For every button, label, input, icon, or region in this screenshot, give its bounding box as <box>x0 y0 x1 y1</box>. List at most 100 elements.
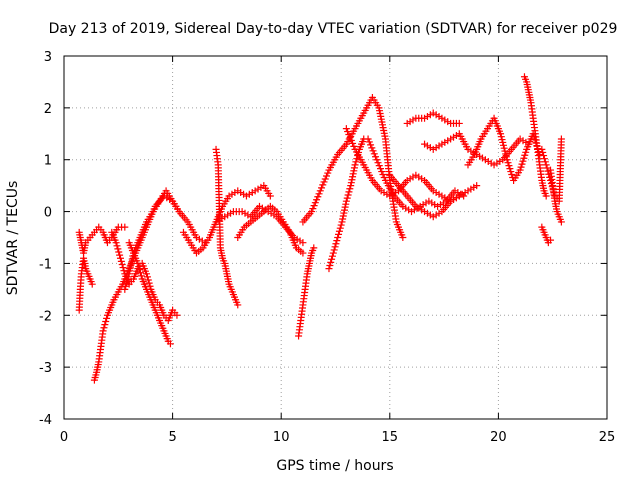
data-point <box>166 340 174 348</box>
data-point <box>326 262 334 270</box>
x-axis-label: GPS time / hours <box>276 458 393 474</box>
data-point <box>339 212 347 220</box>
data-point <box>347 136 355 144</box>
data-point <box>539 148 547 156</box>
data-point <box>542 161 550 169</box>
data-point <box>316 187 324 195</box>
data-point <box>334 234 342 241</box>
data-point <box>324 169 332 177</box>
data-point <box>455 119 463 127</box>
data-point <box>520 154 528 162</box>
data-point <box>318 184 326 192</box>
data-point <box>343 194 351 202</box>
data-point <box>540 155 548 163</box>
data-point <box>349 173 357 181</box>
x-tick-label: 20 <box>490 430 507 445</box>
data-point <box>521 151 529 159</box>
data-point <box>121 285 129 293</box>
data-point <box>538 145 546 153</box>
data-point <box>136 269 144 277</box>
y-tick-label: -4 <box>39 413 52 428</box>
data-point <box>518 160 526 168</box>
data-point <box>517 163 525 171</box>
data-point <box>88 280 96 288</box>
chart-title: Day 213 of 2019, Sidereal Day-to-day VTE… <box>49 21 618 37</box>
data-point <box>333 237 341 245</box>
data-point <box>126 264 134 272</box>
data-point <box>337 221 345 229</box>
data-point <box>399 234 407 241</box>
data-point <box>344 191 352 199</box>
x-tick-label: 25 <box>599 430 616 445</box>
data-point <box>309 205 317 213</box>
data-point <box>557 135 565 143</box>
data-point <box>374 159 382 167</box>
data-point <box>380 173 388 181</box>
data-point <box>375 162 383 170</box>
data-point <box>328 252 336 260</box>
data-point <box>308 208 316 216</box>
data-point <box>541 158 549 166</box>
data-point <box>310 244 318 252</box>
data-point <box>373 156 381 164</box>
data-point <box>137 272 145 280</box>
data-point <box>379 171 387 179</box>
data-point <box>121 223 129 231</box>
data-point <box>508 171 516 179</box>
y-tick-label: 2 <box>44 102 52 117</box>
data-point <box>364 135 372 143</box>
y-tick-label: 0 <box>44 206 52 221</box>
data-point <box>101 321 109 329</box>
data-point <box>341 203 349 211</box>
data-point <box>368 144 376 152</box>
data-point <box>145 279 153 287</box>
data-point <box>345 131 353 139</box>
data-point <box>115 248 123 256</box>
data-point <box>311 199 319 207</box>
data-point <box>323 172 331 180</box>
data-point <box>120 267 128 275</box>
y-tick-label: -2 <box>39 309 52 324</box>
y-tick-label: -3 <box>39 361 52 376</box>
data-point <box>116 254 124 262</box>
data-point <box>346 133 354 141</box>
data-point <box>313 196 321 204</box>
data-point <box>342 197 350 205</box>
data-point <box>99 327 107 335</box>
data-point <box>122 282 130 290</box>
data-point <box>118 260 126 268</box>
plot-frame <box>63 55 608 420</box>
y-tick-label: 1 <box>44 154 52 169</box>
data-point <box>335 230 343 238</box>
data-point <box>342 200 350 208</box>
data-point <box>327 258 335 266</box>
data-point <box>299 249 307 257</box>
data-point <box>352 158 360 166</box>
data-point <box>135 263 143 271</box>
data-point <box>127 261 135 269</box>
data-point <box>345 188 353 196</box>
data-point <box>329 249 337 257</box>
data-point <box>506 165 514 173</box>
data-point <box>124 273 132 281</box>
data-point <box>143 270 151 278</box>
data-point <box>330 246 338 254</box>
data-point <box>376 165 384 173</box>
data-point <box>542 192 550 200</box>
x-tick-label: 15 <box>382 430 399 445</box>
data-point <box>473 182 481 190</box>
data-point <box>123 279 131 287</box>
data-point <box>339 215 347 223</box>
data-point <box>266 192 274 200</box>
data-point <box>143 273 151 281</box>
data-point <box>125 270 133 278</box>
data-point <box>348 176 356 184</box>
data-point <box>365 138 373 146</box>
data-point <box>325 265 333 273</box>
data-point <box>347 182 355 190</box>
data-point <box>507 168 515 176</box>
data-point <box>116 251 124 259</box>
data-point <box>350 167 358 175</box>
data-points <box>75 73 565 384</box>
data-point <box>540 152 548 160</box>
